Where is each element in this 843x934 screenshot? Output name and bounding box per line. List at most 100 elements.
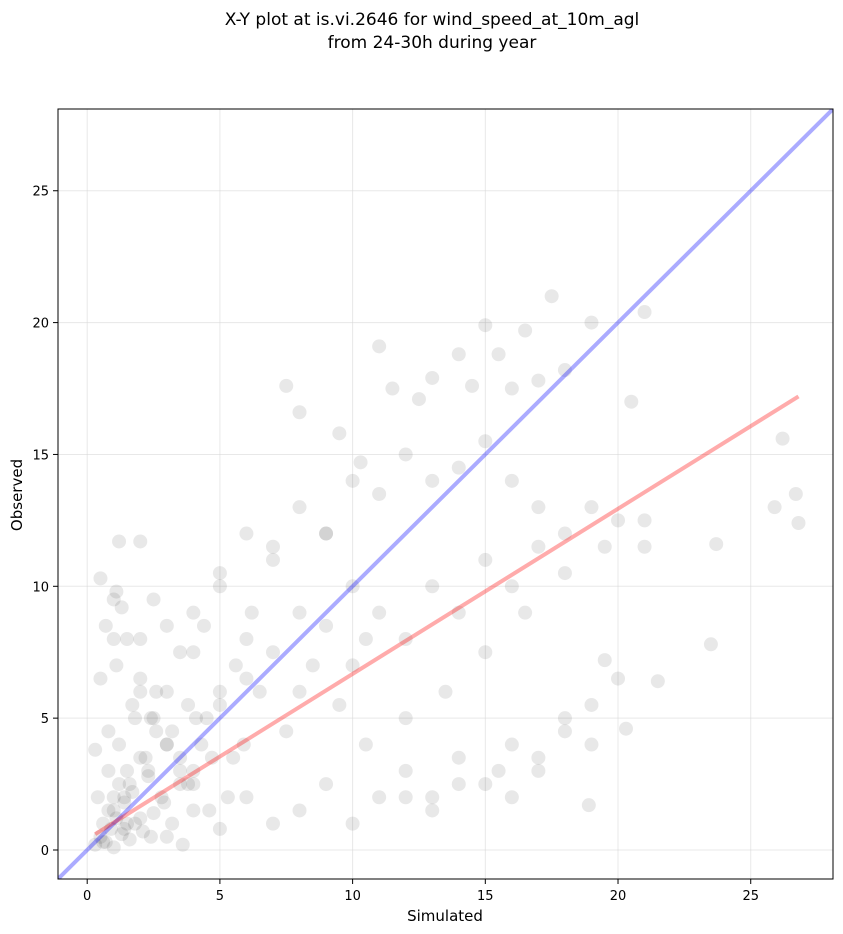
data-point xyxy=(146,592,161,607)
data-point xyxy=(226,750,241,765)
data-point xyxy=(637,539,652,554)
data-point xyxy=(372,790,387,805)
data-point xyxy=(109,811,124,826)
y-tick-label: 25 xyxy=(32,185,49,200)
data-point xyxy=(135,824,150,839)
data-point xyxy=(120,763,135,778)
data-point xyxy=(319,618,334,633)
data-point xyxy=(125,784,140,799)
data-point xyxy=(504,579,519,594)
data-point xyxy=(159,737,174,752)
data-point xyxy=(709,537,724,552)
data-point xyxy=(138,750,153,765)
data-point xyxy=(244,605,259,620)
data-point xyxy=(194,737,209,752)
data-point xyxy=(791,516,806,531)
y-tick-label: 15 xyxy=(32,448,49,463)
data-point xyxy=(212,697,227,712)
data-point xyxy=(518,605,533,620)
data-point xyxy=(411,392,426,407)
data-point xyxy=(358,737,373,752)
data-point xyxy=(292,605,307,620)
data-point xyxy=(425,803,440,818)
x-axis-ticks: 0 5 10 15 20 25 xyxy=(83,879,759,904)
data-point xyxy=(767,500,782,515)
data-point xyxy=(133,534,148,549)
data-point xyxy=(345,658,360,673)
data-point xyxy=(181,697,196,712)
data-point xyxy=(228,658,243,673)
data-point xyxy=(637,513,652,528)
data-point xyxy=(114,827,129,842)
data-point xyxy=(345,816,360,831)
data-point xyxy=(438,684,453,699)
data-point xyxy=(637,305,652,320)
data-point xyxy=(96,816,111,831)
data-point xyxy=(239,671,254,686)
data-point xyxy=(557,363,572,378)
data-point xyxy=(212,566,227,581)
x-axis-label: Simulated xyxy=(407,907,483,925)
data-point xyxy=(584,697,599,712)
data-point xyxy=(165,724,180,739)
data-point xyxy=(478,434,493,449)
data-point xyxy=(202,803,217,818)
data-point xyxy=(112,737,127,752)
data-point xyxy=(106,592,121,607)
data-point xyxy=(125,697,140,712)
data-point xyxy=(196,618,211,633)
data-point xyxy=(88,742,103,757)
data-point xyxy=(146,711,161,726)
data-point xyxy=(425,579,440,594)
data-point xyxy=(159,829,174,844)
x-tick-label: 0 xyxy=(83,889,91,904)
data-point xyxy=(788,487,803,501)
data-point xyxy=(117,790,132,805)
data-point xyxy=(775,431,790,446)
data-point xyxy=(531,763,546,778)
data-point xyxy=(332,426,347,441)
plot-area-frame xyxy=(57,108,834,880)
data-point xyxy=(236,737,251,752)
regression-line xyxy=(94,394,800,836)
data-point xyxy=(239,790,254,805)
data-point xyxy=(141,769,156,784)
data-point xyxy=(112,534,127,549)
data-point xyxy=(478,645,493,660)
data-point xyxy=(319,526,334,541)
x-tick-label: 15 xyxy=(477,889,494,904)
data-point xyxy=(279,378,294,393)
data-point xyxy=(88,837,103,852)
data-point xyxy=(186,645,201,660)
data-point xyxy=(398,632,413,647)
data-point xyxy=(189,711,204,726)
data-point xyxy=(106,632,121,647)
data-point xyxy=(531,750,546,765)
identity-line xyxy=(58,109,833,879)
data-point xyxy=(159,684,174,699)
data-point xyxy=(425,790,440,805)
data-point xyxy=(398,447,413,462)
data-point xyxy=(332,697,347,712)
x-tick-label: 5 xyxy=(216,889,224,904)
data-point xyxy=(385,381,400,396)
data-point xyxy=(114,600,129,615)
data-point xyxy=(611,671,626,686)
data-point xyxy=(186,803,201,818)
x-tick-label: 25 xyxy=(742,889,759,904)
data-point xyxy=(531,539,546,554)
y-tick-label: 10 xyxy=(32,580,49,595)
data-point xyxy=(122,777,137,792)
data-point xyxy=(149,724,164,739)
data-point xyxy=(117,821,132,836)
data-point xyxy=(157,795,172,810)
data-point xyxy=(557,526,572,541)
data-point xyxy=(557,724,572,739)
data-point xyxy=(319,526,334,541)
data-point xyxy=(90,790,105,805)
data-point xyxy=(186,763,201,778)
data-point xyxy=(104,821,119,836)
data-point xyxy=(584,737,599,752)
data-point xyxy=(109,658,124,673)
